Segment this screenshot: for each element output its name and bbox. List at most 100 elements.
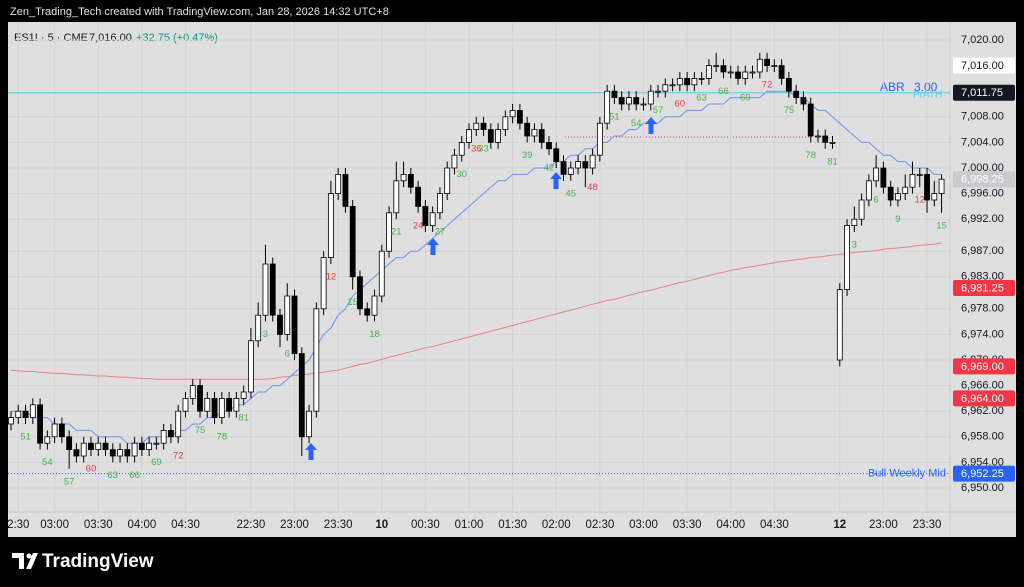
- candle-body: [327, 193, 334, 259]
- candle-body: [851, 218, 858, 226]
- candle-body: [342, 173, 349, 207]
- candle-body: [611, 90, 618, 98]
- candle-body: [756, 58, 763, 73]
- candle-body: [371, 295, 378, 316]
- candle-body: [931, 193, 938, 201]
- candle-body: [335, 173, 342, 194]
- candle-body: [95, 442, 102, 451]
- candle-body: [793, 90, 800, 98]
- bar-count: 9: [895, 214, 900, 225]
- candle-body: [58, 423, 65, 438]
- bar-count: 51: [20, 432, 31, 443]
- x-tick-label: 10: [375, 519, 388, 531]
- candle-body: [618, 97, 625, 105]
- candle-body: [284, 295, 291, 335]
- candle-body: [269, 263, 276, 316]
- candle-body: [131, 442, 138, 457]
- candle-body: [8, 417, 14, 425]
- prath-label: PrATH: [913, 90, 942, 101]
- price-box: [953, 390, 1015, 407]
- candle-body: [320, 257, 327, 310]
- bar-count: 3: [263, 329, 268, 340]
- candle-body: [509, 110, 516, 118]
- y-tick-label: 6,992.00: [961, 213, 1004, 225]
- y-tick-label: 7,008.00: [961, 111, 1004, 123]
- candle-body: [153, 442, 160, 445]
- candle-body: [771, 65, 778, 67]
- bar-count: 51: [609, 112, 620, 123]
- arrow: [550, 172, 562, 189]
- candle-body: [255, 314, 262, 342]
- last-price: 7,016.00: [89, 32, 132, 44]
- candle-body: [713, 65, 720, 67]
- candle-body: [938, 178, 945, 194]
- brand-logo: TradingView: [12, 551, 154, 572]
- bar-count: 57: [653, 105, 664, 116]
- candle-body: [458, 141, 465, 156]
- bar-count: 3: [852, 240, 857, 251]
- legend: ES1! · 5 · CME 7,016.00 +32.75 (+0.47%): [14, 32, 218, 44]
- candle-body: [764, 58, 770, 67]
- abr-label: ABR 3.00 PrATH: [880, 80, 942, 100]
- candle-body: [138, 442, 145, 451]
- slow-average: [10, 242, 942, 380]
- candle-body: [37, 404, 43, 444]
- price-box-label: 6,969.00: [961, 361, 1004, 373]
- abr-name: ABR: [880, 80, 905, 94]
- candle-body: [146, 442, 153, 451]
- x-tick-label: 23:00: [869, 519, 898, 531]
- candle-body: [422, 205, 429, 226]
- candle-body: [44, 436, 51, 444]
- candle-body: [546, 141, 552, 150]
- x-tick-label: 02:00: [542, 519, 571, 531]
- candle-body: [189, 385, 196, 399]
- y-tick-label: 6,950.00: [961, 482, 1004, 494]
- bar-count: 15: [347, 297, 358, 308]
- candle-body: [691, 78, 698, 86]
- x-tick-label: 04:00: [716, 519, 745, 531]
- candle-body: [706, 65, 712, 79]
- candle-body: [596, 122, 603, 156]
- candle-body: [117, 449, 123, 457]
- level-name: Bull Weekly Mid: [868, 468, 946, 480]
- y-tick-label: 6,974.00: [961, 328, 1004, 340]
- bar-count: 57: [64, 476, 75, 487]
- candle-body: [15, 410, 22, 419]
- candle-body: [22, 410, 29, 419]
- candle-body: [400, 173, 407, 182]
- candle-body: [262, 263, 269, 316]
- candle-body: [517, 110, 523, 124]
- x-tick-label: 03:30: [673, 519, 702, 531]
- y-tick-label: 6,966.00: [961, 380, 1004, 392]
- x-tick-label: 22:30: [237, 519, 266, 531]
- bar-count: 60: [86, 464, 97, 475]
- candle-body: [480, 122, 487, 130]
- bar-count: 81: [827, 156, 838, 167]
- x-tick-label: 12: [833, 519, 846, 531]
- y-tick-label: 6,958.00: [961, 431, 1004, 443]
- candle-body: [604, 90, 611, 124]
- price-box: [953, 280, 1015, 296]
- candle-body: [880, 167, 887, 188]
- bar-count: 36: [471, 144, 482, 155]
- candle-body: [88, 442, 94, 451]
- bar-count: 27: [435, 227, 446, 238]
- candle-body: [858, 199, 865, 220]
- bar-count: 54: [42, 457, 53, 468]
- candle-body: [647, 90, 654, 105]
- candle-body: [473, 122, 480, 130]
- candle-body: [676, 78, 683, 86]
- x-tick-label: 03:00: [40, 519, 69, 531]
- y-tick-label: 6,983.00: [961, 271, 1004, 283]
- candle-body: [364, 308, 371, 316]
- bar-count: 81: [238, 412, 249, 423]
- arrow: [427, 238, 439, 255]
- bar-count: 48: [587, 182, 598, 193]
- candle-body: [844, 225, 850, 291]
- candle-body: [451, 154, 458, 169]
- candle-body: [378, 250, 385, 297]
- candle-body: [437, 193, 443, 214]
- candle-body: [407, 173, 414, 188]
- bar-count: 60: [675, 99, 686, 110]
